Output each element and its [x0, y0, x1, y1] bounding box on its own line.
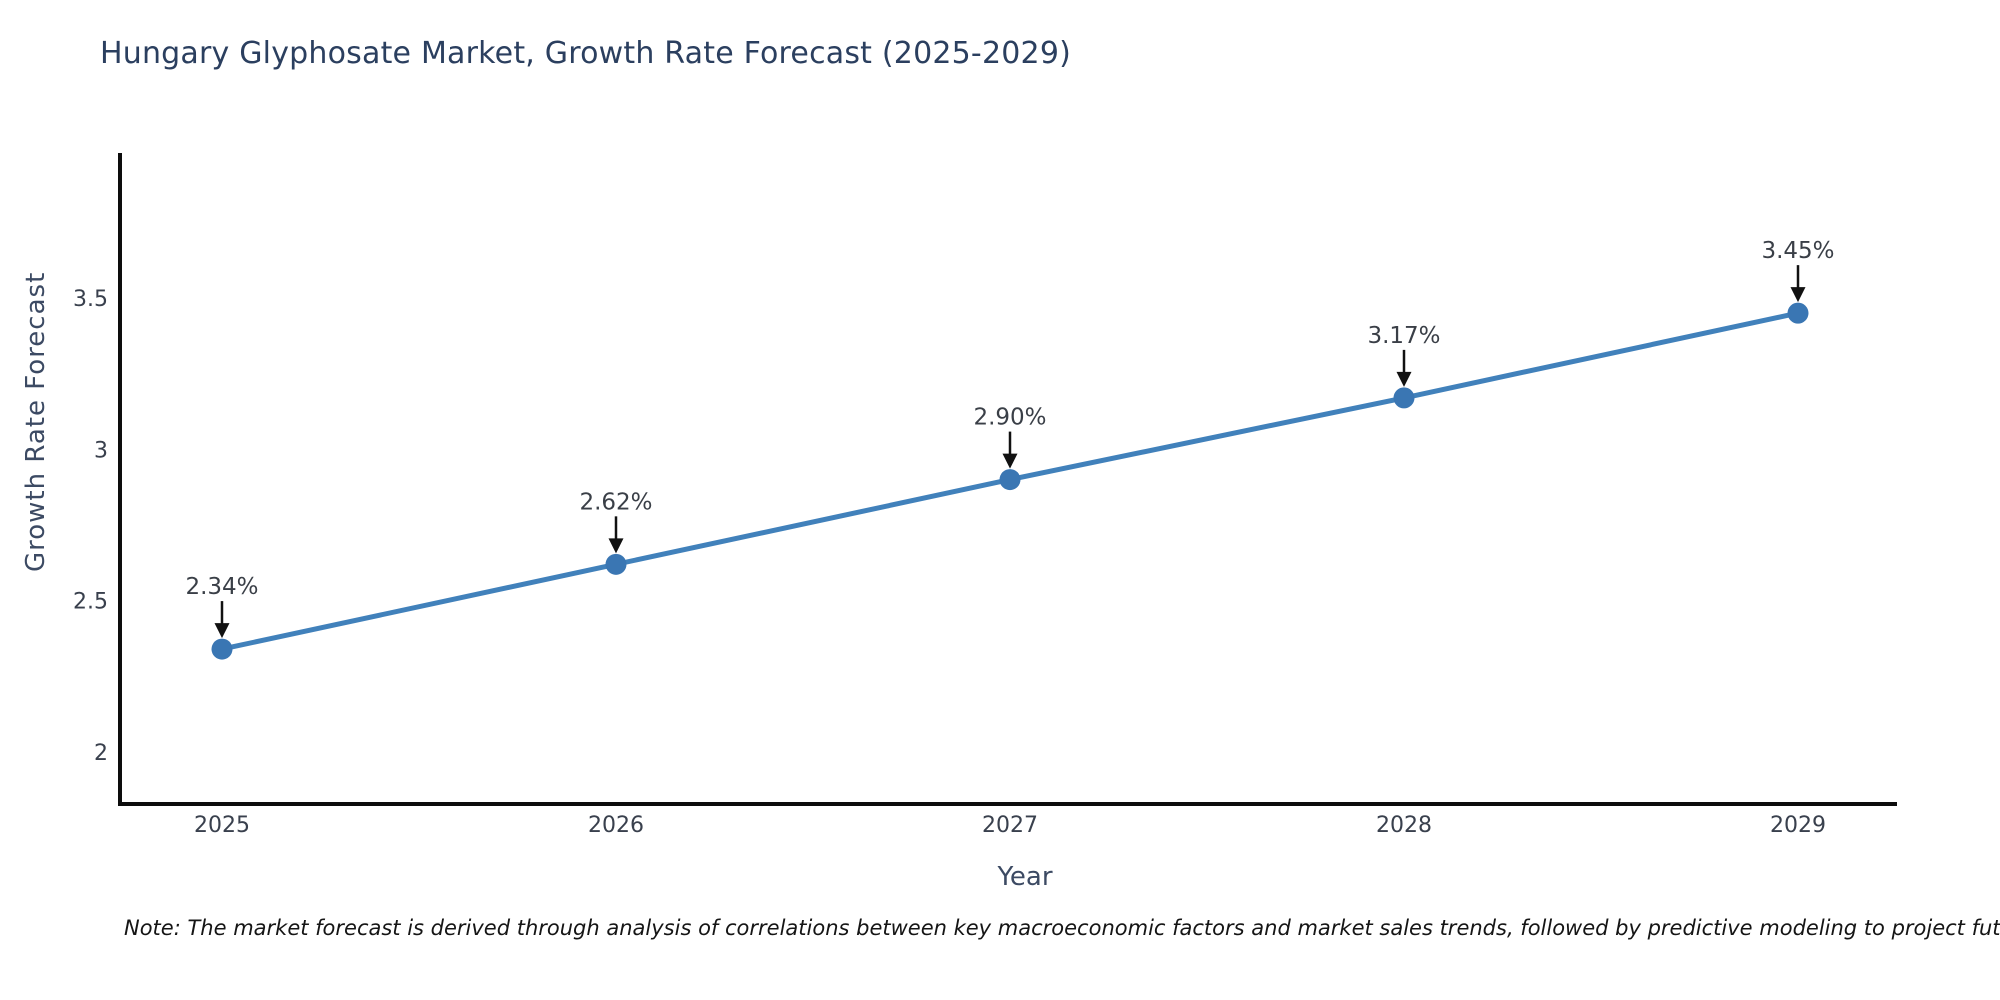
y-tick-label: 3.5 — [73, 287, 108, 312]
chart-footnote: Note: The market forecast is derived thr… — [124, 916, 2000, 940]
x-tick-label: 2027 — [982, 813, 1038, 838]
data-point-label: 3.17% — [1367, 323, 1440, 349]
data-point-label: 3.45% — [1761, 238, 1834, 264]
y-tick-label: 3 — [94, 438, 108, 463]
x-tick-label: 2025 — [194, 813, 250, 838]
y-tick-label: 2 — [94, 741, 108, 766]
data-point-marker — [605, 553, 627, 575]
annotation-arrowhead — [608, 538, 624, 554]
x-tick-label: 2028 — [1376, 813, 1432, 838]
annotation-arrowhead — [1002, 453, 1018, 469]
chart-title: Hungary Glyphosate Market, Growth Rate F… — [100, 36, 1072, 71]
x-tick-label: 2026 — [588, 813, 644, 838]
x-tick-label: 2029 — [1770, 813, 1826, 838]
data-point-marker — [1393, 387, 1415, 409]
data-point-label: 2.34% — [185, 574, 258, 600]
data-point-marker — [1787, 302, 1809, 324]
annotation-arrowhead — [1396, 371, 1412, 387]
x-axis-title: Year — [997, 862, 1053, 892]
data-point-marker — [211, 638, 233, 660]
data-point-label: 2.62% — [579, 489, 652, 515]
annotation-arrowhead — [214, 623, 230, 639]
axis-lines — [118, 153, 1897, 806]
data-point-label: 2.90% — [973, 405, 1046, 431]
data-point-marker — [999, 469, 1021, 491]
y-tick-label: 2.5 — [73, 590, 108, 615]
annotation-arrowhead — [1790, 287, 1806, 303]
